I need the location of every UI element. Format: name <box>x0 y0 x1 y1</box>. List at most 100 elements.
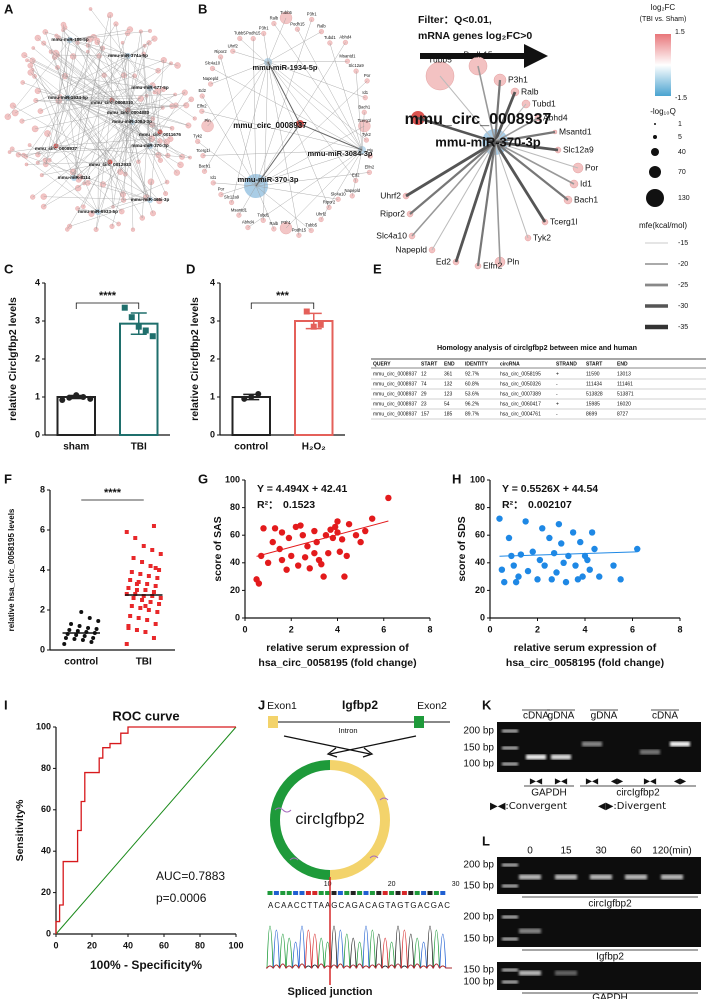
y-tick-label: 40 <box>41 846 51 856</box>
base-bar <box>293 891 299 895</box>
y-tick-label: 60 <box>230 530 240 540</box>
edge <box>37 37 151 147</box>
data-point <box>560 559 567 566</box>
edge <box>45 31 69 99</box>
edge <box>149 87 169 156</box>
primer-symbol: ▶◀ <box>644 777 657 786</box>
data-point <box>524 567 532 575</box>
panel-label: J <box>258 697 265 712</box>
data-point <box>496 515 503 522</box>
edge <box>55 145 160 202</box>
exon-label: Exon2 <box>417 700 447 712</box>
x-axis-label: 100% - Specificity% <box>90 958 202 972</box>
data-point <box>634 545 641 553</box>
y-axis-label: Sensitivity% <box>14 799 26 862</box>
x-tick-label: 6 <box>381 624 386 634</box>
gel-band <box>526 754 546 760</box>
edge <box>299 123 363 151</box>
data-point <box>306 565 313 572</box>
edge <box>201 111 363 151</box>
data-point <box>331 523 339 531</box>
legend-tick: 130 <box>678 195 690 202</box>
edge <box>44 159 99 213</box>
legend-tick: 5 <box>678 134 682 141</box>
mirna-label: mmu-miR-466i-3p <box>131 197 170 202</box>
x-tick-label: control <box>64 657 98 668</box>
mirna-label: mmu-miR-370-3p <box>131 143 168 148</box>
edge <box>493 141 547 223</box>
edge <box>67 97 153 119</box>
edge <box>97 211 119 225</box>
edge <box>494 141 569 201</box>
base-bar <box>395 891 401 895</box>
table-cell: 111434 <box>586 381 602 387</box>
legend-tick: -15 <box>678 240 688 247</box>
edge <box>73 39 90 179</box>
edge <box>409 141 496 215</box>
data-point <box>517 551 525 558</box>
data-point <box>75 629 80 633</box>
gene-label: Slc4a10 <box>376 230 407 240</box>
equation: Y = 4.494X + 42.41 <box>257 483 347 495</box>
base-bar <box>286 891 292 895</box>
data-point <box>146 608 151 612</box>
data-point <box>153 584 158 588</box>
edge <box>253 38 257 187</box>
table-cell: 157 <box>421 411 430 417</box>
edge <box>58 39 71 101</box>
data-point <box>155 610 160 614</box>
x-tick-label: 100 <box>228 940 243 950</box>
ladder-band <box>502 863 518 867</box>
gene-label: Ripor2 <box>323 200 336 205</box>
data-point <box>264 559 272 566</box>
data-point <box>304 543 311 550</box>
data-point <box>131 556 136 560</box>
gene-label: GAPDH <box>592 993 628 999</box>
edge <box>232 51 269 63</box>
gene-label: Tcerg1l <box>358 118 372 123</box>
data-point <box>138 606 143 610</box>
x-axis-label: relative serum expression of <box>514 642 657 654</box>
marker-label: 100 bp <box>463 759 494 770</box>
edge <box>267 61 366 98</box>
data-point <box>124 642 129 646</box>
data-point <box>610 562 617 569</box>
table-cell: 13013 <box>617 371 631 377</box>
base-bar <box>427 891 433 895</box>
data-point <box>69 622 74 626</box>
edge <box>109 99 192 163</box>
data-point <box>510 562 517 569</box>
x-tick-label: sham <box>63 442 89 453</box>
data-point <box>138 572 143 576</box>
data-point <box>569 529 577 536</box>
edge <box>494 141 579 169</box>
gene-label: Podh15 <box>246 31 261 36</box>
data-point <box>77 624 82 628</box>
ladder-band <box>502 729 518 733</box>
data-point <box>79 610 84 614</box>
edge <box>59 96 151 201</box>
time-label: 60 <box>630 846 642 857</box>
data-point <box>546 534 553 542</box>
data-point <box>134 588 139 592</box>
circ-arc <box>329 760 390 880</box>
gene-label: P3h1 <box>508 74 528 84</box>
data-point <box>67 628 72 632</box>
gene-node <box>31 125 39 133</box>
edge <box>263 61 269 221</box>
edge <box>127 85 153 111</box>
gene-node <box>349 193 355 199</box>
data-point <box>143 604 148 608</box>
gene-name: Igfbp2 <box>342 698 378 712</box>
data-point <box>310 323 317 330</box>
edge <box>67 97 159 156</box>
edge <box>43 43 161 133</box>
table-cell: 513871 <box>617 391 634 397</box>
edge <box>255 185 339 200</box>
x-tick-label: 20 <box>87 940 97 950</box>
data-point <box>562 578 570 586</box>
x-tick-label: TBI <box>131 442 147 453</box>
y-tick-label: 1 <box>35 391 40 401</box>
circ-name: circIgfbp2 <box>295 811 364 828</box>
gene-label: Slc12a9 <box>224 195 240 200</box>
